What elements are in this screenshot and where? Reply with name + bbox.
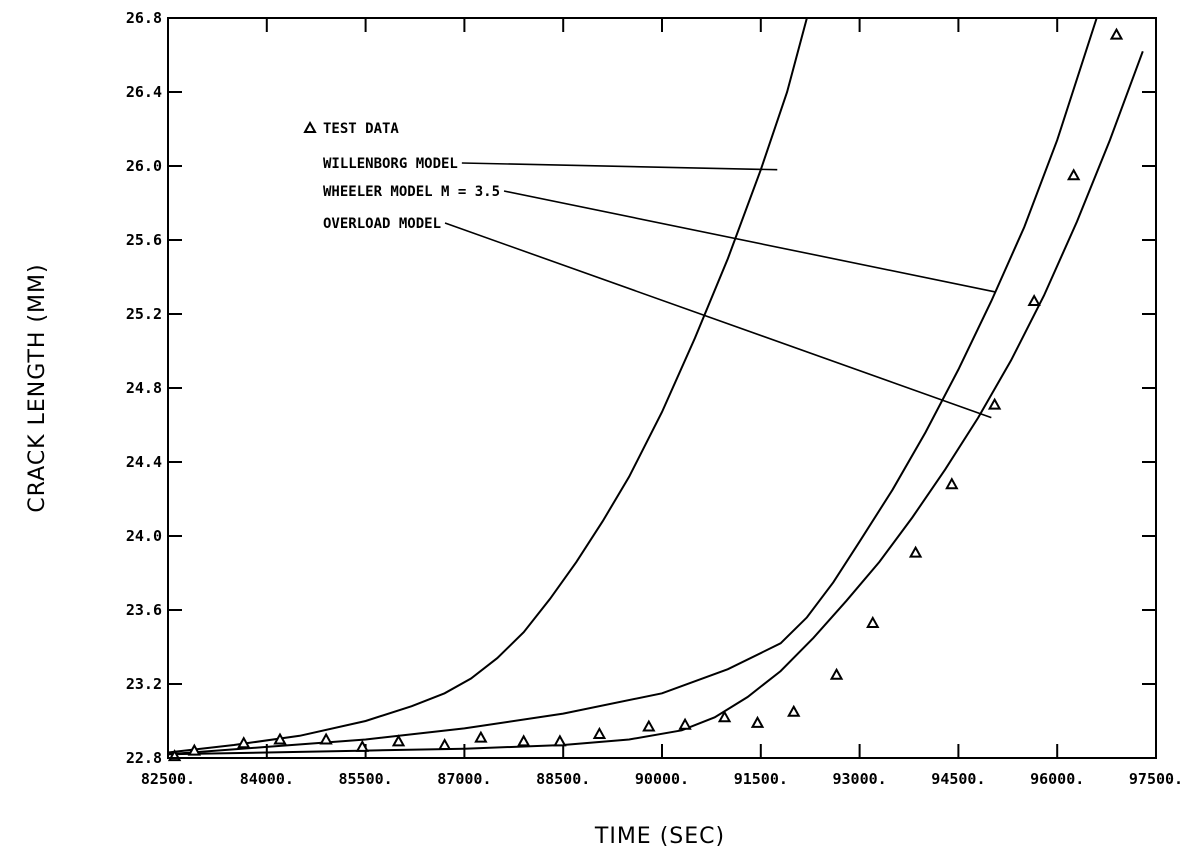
y-tick-label: 22.8 bbox=[126, 749, 162, 767]
test-data-point bbox=[476, 733, 486, 742]
legend-leader-line bbox=[504, 191, 995, 292]
test-data-point bbox=[1111, 30, 1121, 39]
x-tick-label: 82500. bbox=[141, 770, 195, 788]
test-data-point bbox=[594, 729, 604, 738]
legend-label-1: WHEELER MODEL M = 3.5 bbox=[323, 184, 500, 200]
test-data-point bbox=[753, 718, 763, 727]
test-data-markers bbox=[170, 30, 1122, 761]
x-axis-ticks: 82500. 84000. 85500. 87000. 88500. 90000. 9150… bbox=[141, 18, 1183, 788]
test-data-point bbox=[321, 735, 331, 744]
x-axis-title: TIME (SEC) bbox=[594, 824, 725, 849]
test-data-point bbox=[644, 722, 654, 731]
legend-test-data-marker bbox=[305, 123, 315, 132]
test-data-point bbox=[789, 707, 799, 716]
y-tick-label: 24.8 bbox=[126, 379, 162, 397]
test-data-point bbox=[832, 670, 842, 679]
test-data-point bbox=[189, 746, 199, 755]
legend-label-2: OVERLOAD MODEL bbox=[323, 216, 441, 232]
test-data-point bbox=[1029, 296, 1039, 305]
test-data-point bbox=[239, 738, 249, 747]
y-tick-label: 25.6 bbox=[126, 231, 162, 249]
legend-test-data-label: TEST DATA bbox=[323, 121, 399, 137]
test-data-point bbox=[680, 720, 690, 729]
x-tick-label: 88500. bbox=[536, 770, 590, 788]
x-tick-label: 91500. bbox=[734, 770, 788, 788]
y-tick-label: 24.0 bbox=[126, 527, 162, 545]
series-line-0 bbox=[168, 18, 807, 753]
test-data-point bbox=[357, 742, 367, 751]
test-data-point bbox=[440, 740, 450, 749]
x-tick-label: 94500. bbox=[931, 770, 985, 788]
y-tick-label: 26.4 bbox=[126, 83, 162, 101]
y-tick-label: 23.2 bbox=[126, 675, 162, 693]
plot-frame bbox=[168, 18, 1156, 758]
x-tick-label: 85500. bbox=[339, 770, 393, 788]
x-tick-label: 93000. bbox=[833, 770, 887, 788]
legend-label-0: WILLENBORG MODEL bbox=[323, 156, 458, 172]
test-data-point bbox=[947, 479, 957, 488]
y-tick-label: 25.2 bbox=[126, 305, 162, 323]
test-data-point bbox=[555, 736, 565, 745]
test-data-point bbox=[275, 735, 285, 744]
series-layer bbox=[168, 18, 1143, 754]
test-data-point bbox=[990, 400, 1000, 409]
x-tick-label: 97500. bbox=[1129, 770, 1183, 788]
y-tick-label: 24.4 bbox=[126, 453, 162, 471]
x-tick-label: 84000. bbox=[240, 770, 294, 788]
x-tick-label: 90000. bbox=[635, 770, 689, 788]
y-tick-label: 23.6 bbox=[126, 601, 162, 619]
test-data-point bbox=[519, 736, 529, 745]
test-data-point bbox=[868, 618, 878, 627]
test-data-point bbox=[394, 736, 404, 745]
y-tick-label: 26.8 bbox=[126, 9, 162, 27]
y-axis-ticks: 22.8 23.2 23.6 24.0 24.4 24.8 25.2 25.6 26.0 26.4… bbox=[126, 9, 1156, 767]
test-data-point bbox=[1069, 170, 1079, 179]
legend-leader-line bbox=[462, 163, 777, 170]
x-tick-label: 87000. bbox=[437, 770, 491, 788]
legend: TEST DATA WILLENBORG MODEL WHEELER MODEL M… bbox=[305, 121, 995, 418]
y-axis-title: CRACK LENGTH (MM) bbox=[25, 263, 50, 512]
x-tick-label: 96000. bbox=[1030, 770, 1084, 788]
legend-leader-line bbox=[445, 223, 991, 418]
y-tick-label: 26.0 bbox=[126, 157, 162, 175]
test-data-point bbox=[911, 548, 921, 557]
